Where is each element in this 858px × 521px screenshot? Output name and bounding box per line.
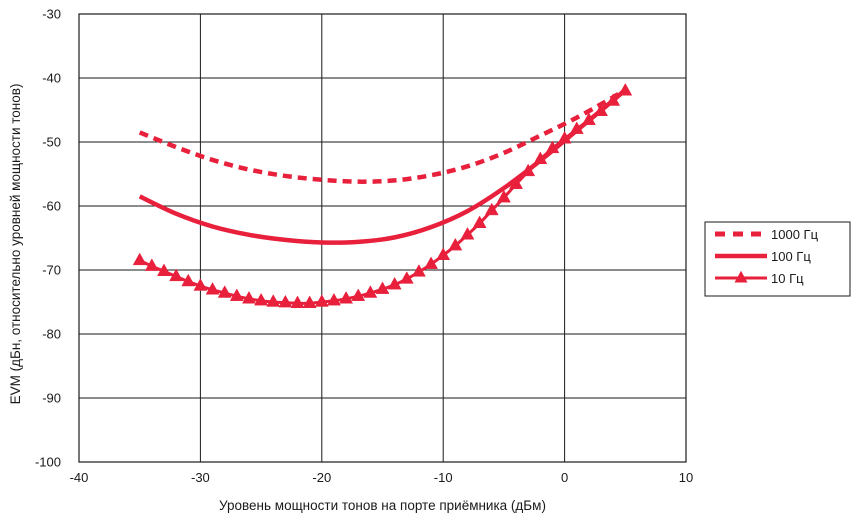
series-marker bbox=[460, 227, 475, 240]
series-marker bbox=[581, 112, 596, 125]
series-marker bbox=[144, 258, 159, 271]
series-marker bbox=[157, 263, 171, 276]
series-marker bbox=[472, 215, 487, 228]
x-tick-label: -10 bbox=[434, 470, 453, 485]
y-tick-label: -60 bbox=[42, 199, 61, 214]
series-marker bbox=[339, 291, 354, 304]
series-marker bbox=[229, 288, 244, 301]
series-marker bbox=[424, 256, 438, 269]
series-line-1 bbox=[138, 87, 627, 245]
series-marker bbox=[448, 237, 463, 251]
series-marker bbox=[193, 278, 208, 291]
legend-marker bbox=[734, 270, 748, 283]
series-marker bbox=[618, 83, 633, 96]
series-marker bbox=[399, 271, 414, 284]
series-line-0 bbox=[138, 87, 627, 184]
x-tick-label: -30 bbox=[191, 470, 210, 485]
x-tick-label: 10 bbox=[679, 470, 693, 485]
series-marker bbox=[387, 276, 402, 290]
x-tick-label: -20 bbox=[312, 470, 331, 485]
x-tick-label: -40 bbox=[70, 470, 89, 485]
series-marker bbox=[496, 189, 511, 203]
series-marker bbox=[132, 252, 147, 266]
y-tick-label: -100 bbox=[35, 455, 61, 470]
x-axis-title: Уровень мощности тонов на порте приёмник… bbox=[219, 498, 546, 513]
series-marker bbox=[290, 295, 305, 308]
y-tick-label: -70 bbox=[42, 263, 61, 278]
series-marker bbox=[242, 291, 256, 304]
series-marker bbox=[363, 285, 378, 298]
series-line-2 bbox=[139, 89, 627, 305]
y-tick-label: -50 bbox=[42, 135, 61, 150]
y-tick-label: -30 bbox=[42, 7, 61, 22]
series-marker bbox=[327, 292, 341, 306]
series-marker bbox=[436, 247, 451, 260]
series-marker bbox=[266, 294, 281, 307]
legend-box bbox=[704, 221, 851, 297]
y-tick-label: -40 bbox=[42, 71, 61, 86]
series-marker bbox=[254, 292, 269, 306]
series-marker bbox=[509, 176, 523, 189]
y-tick-label: -80 bbox=[42, 327, 61, 342]
series-marker bbox=[594, 103, 608, 116]
legend-label-2: 10 Гц bbox=[771, 271, 804, 286]
series-group bbox=[132, 83, 633, 308]
x-tick-labels: -40 -30 -20 -10 0 10 bbox=[70, 470, 694, 485]
series-marker bbox=[351, 288, 366, 301]
series-marker bbox=[375, 281, 390, 294]
legend-label-0: 1000 Гц bbox=[771, 227, 819, 242]
x-tick-label: 0 bbox=[561, 470, 568, 485]
series-marker bbox=[569, 121, 584, 134]
y-axis-title: EVM (дБн, относительно уровней мощности … bbox=[8, 84, 23, 405]
series-marker bbox=[484, 202, 499, 216]
series-marker bbox=[521, 163, 536, 177]
series-marker bbox=[314, 294, 329, 307]
series-marker bbox=[411, 264, 426, 277]
series-marker bbox=[205, 282, 220, 295]
series-marker bbox=[302, 295, 317, 308]
series-marker bbox=[169, 268, 184, 282]
series-marker bbox=[278, 294, 293, 308]
plot-area bbox=[78, 13, 687, 463]
series-marker bbox=[533, 151, 548, 164]
series-marker bbox=[181, 273, 196, 287]
legend: 1000 Гц 100 Гц 10 Гц bbox=[704, 221, 851, 297]
series-marker bbox=[545, 140, 560, 154]
series-marker bbox=[217, 285, 232, 298]
y-tick-labels: -100 -90 -80 -70 -60 -50 -40 -30 bbox=[35, 7, 61, 470]
series-marker bbox=[557, 131, 572, 144]
legend-label-1: 100 Гц bbox=[771, 249, 811, 264]
series-marker bbox=[606, 93, 621, 106]
y-tick-label: -90 bbox=[42, 391, 61, 406]
